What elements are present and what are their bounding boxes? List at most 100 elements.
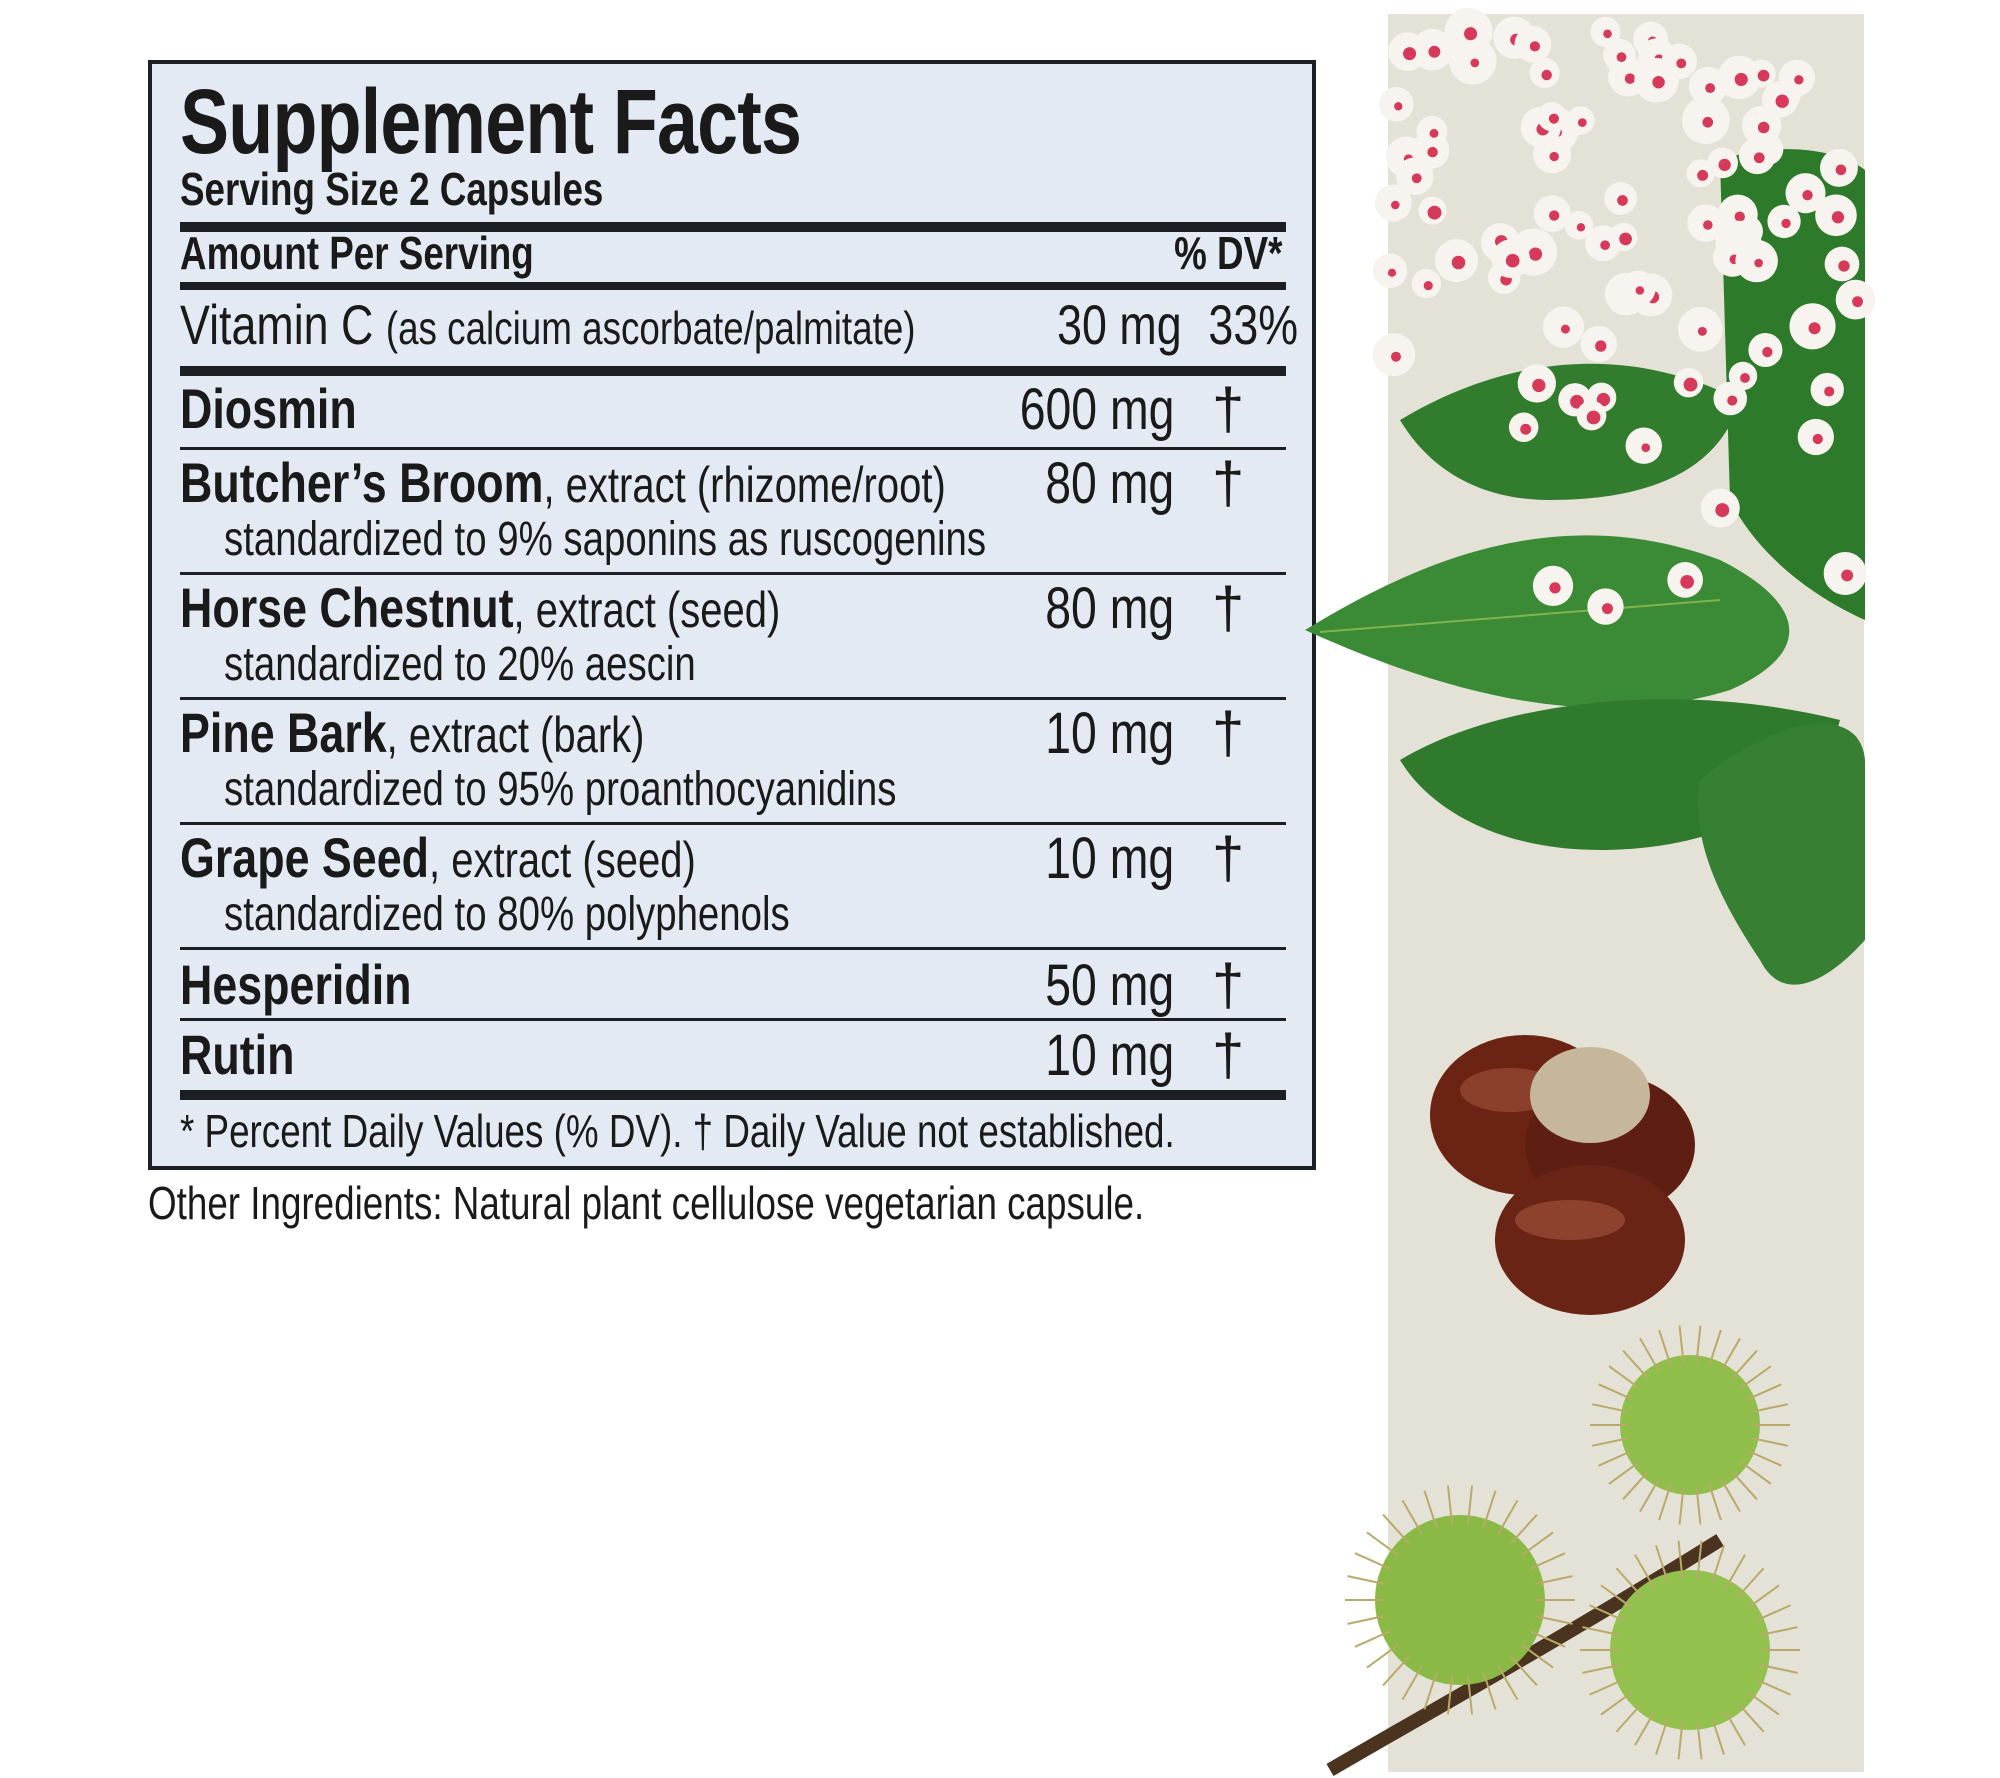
husk-spike — [1677, 1721, 1684, 1760]
flower-spot — [1595, 340, 1607, 352]
flower-spot — [1680, 575, 1694, 589]
label-title: Supplement Facts — [180, 71, 802, 173]
flower-spot — [1427, 205, 1442, 220]
husk-spike — [1497, 1499, 1519, 1535]
husk-spike — [1695, 1325, 1702, 1363]
supplement-facts-label: Supplement Facts Serving Size 2 Capsules… — [148, 60, 1316, 1170]
husk-spike — [1755, 1678, 1791, 1696]
husk-spike — [1510, 1513, 1538, 1544]
husk-spike — [1354, 1552, 1391, 1570]
flower-spot — [1624, 73, 1636, 84]
flower-spot — [1529, 41, 1541, 52]
flower-spot — [1423, 281, 1433, 291]
husk-spike — [1582, 1626, 1620, 1637]
flower-spot — [1808, 322, 1821, 335]
husk-spike — [1711, 1718, 1725, 1755]
row-divider — [180, 1018, 1286, 1021]
row-divider — [180, 822, 1286, 825]
flower-spot — [1734, 211, 1745, 222]
husk-spike — [1600, 1584, 1633, 1609]
husk-spike — [1622, 1350, 1649, 1379]
husk-spike — [1639, 1337, 1660, 1371]
husk-spike — [1658, 1329, 1672, 1366]
flower-spot — [1619, 232, 1632, 246]
flower-spot — [1718, 158, 1731, 171]
standardization: standardized to 9% saponins as ruscogeni… — [224, 513, 987, 566]
flower-spot — [1596, 392, 1611, 407]
ingredient-name: Rutin — [180, 1023, 295, 1086]
flower-spot — [1635, 286, 1645, 295]
ingredient-amount: 50 mg — [1045, 953, 1174, 1018]
husk-spike — [1366, 1531, 1399, 1556]
husk-spike — [1696, 1540, 1703, 1579]
flower-spot — [1391, 200, 1400, 210]
ingredient-amount: 10 mg — [1045, 701, 1174, 766]
flower-spot — [1532, 378, 1546, 393]
husk-spike — [1634, 1554, 1655, 1589]
husk-spike — [1760, 1663, 1798, 1674]
dagger-mark: † — [1212, 377, 1245, 442]
husk-spike — [1615, 1567, 1643, 1598]
husk-spike — [1622, 1471, 1649, 1500]
footnote: * Percent Daily Values (% DV). † Daily V… — [180, 1105, 1175, 1157]
husk-spike — [1529, 1552, 1566, 1570]
standardization: standardized to 80% polyphenols — [224, 888, 790, 941]
dagger-mark: † — [1212, 953, 1245, 1018]
ingredient-amount: 10 mg — [1045, 826, 1174, 891]
serving-size: Serving Size 2 Capsules — [180, 163, 604, 215]
husk-spike — [1608, 1365, 1640, 1389]
husk-spike — [1510, 1656, 1538, 1687]
flowers-image — [1372, 7, 1876, 625]
flower-spot — [1835, 164, 1847, 176]
dagger-mark: † — [1212, 826, 1245, 891]
flower-spot — [1852, 296, 1863, 308]
husk-spike — [1708, 1329, 1722, 1366]
vitamin-c-amount: 30 mg — [1057, 293, 1182, 356]
thick-rule — [180, 222, 1286, 232]
husk-spike — [1423, 1672, 1438, 1710]
flower-spot — [1560, 324, 1570, 334]
husk-spike — [1446, 1485, 1453, 1525]
husk-spike — [1678, 1487, 1685, 1525]
flower-spot — [1697, 169, 1709, 181]
flower-spot — [1727, 395, 1738, 406]
husk-spike — [1401, 1499, 1423, 1535]
flower-spot — [1427, 146, 1438, 158]
flower-spot — [1794, 75, 1804, 85]
husk-spike — [1731, 1350, 1758, 1379]
husk-spike — [1747, 1449, 1782, 1467]
ingredient-amount: 80 mg — [1045, 576, 1174, 641]
husk-spike — [1655, 1545, 1669, 1582]
vitamin-c-dv: 33% — [1208, 293, 1298, 356]
flower-spot — [1390, 351, 1401, 362]
flower-spot — [1541, 69, 1552, 81]
flower-spot — [1753, 152, 1765, 164]
husk-spike — [1747, 1691, 1780, 1716]
ingredient-name: Grape Seed, extract (seed) — [180, 826, 696, 889]
flower-spot — [1570, 394, 1584, 409]
husk-spike — [1521, 1531, 1554, 1556]
thick-rule — [180, 1090, 1286, 1100]
ingredient-name: Horse Chestnut, extract (seed) — [180, 576, 781, 639]
dv-header: % DV* — [1173, 227, 1282, 279]
dagger-mark: † — [1212, 701, 1245, 766]
husk-spike — [1382, 1656, 1410, 1687]
flower-spot — [1715, 503, 1730, 518]
flower-spot — [1428, 45, 1441, 58]
flower-spot — [1824, 386, 1835, 397]
husk-spike — [1497, 1665, 1519, 1701]
flower-spot — [1703, 220, 1713, 230]
ingredient-amount: 600 mg — [1019, 377, 1174, 442]
husk-spike — [1401, 1665, 1423, 1701]
spiky-husks-image — [1326, 1325, 1800, 1777]
chestnut-seeds-image — [1430, 1035, 1695, 1315]
husk-spike — [1711, 1545, 1725, 1582]
flower-spot — [1616, 52, 1627, 63]
flower-spot — [1812, 433, 1823, 445]
husk-spike — [1677, 1540, 1684, 1579]
husk-spike — [1366, 1644, 1399, 1669]
ingredient-amount: 10 mg — [1045, 1023, 1174, 1088]
husk-spike — [1600, 1691, 1633, 1716]
row-divider — [180, 447, 1286, 450]
flower-spot — [1652, 76, 1665, 89]
